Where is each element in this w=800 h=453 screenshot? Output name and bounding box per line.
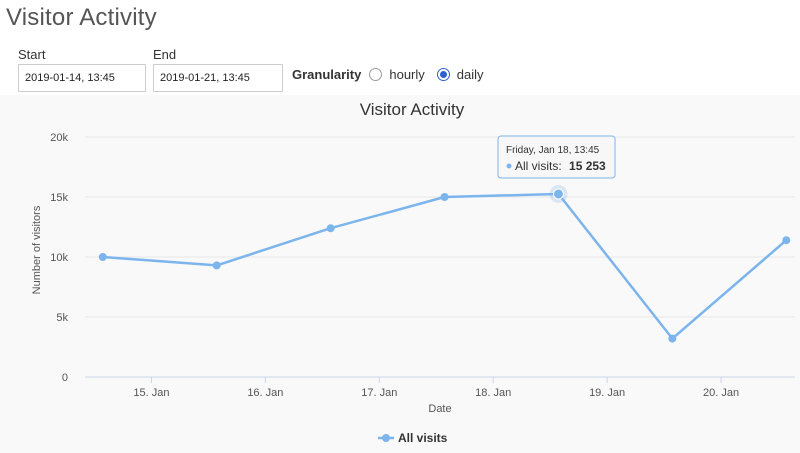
y-tick-label: 0	[62, 372, 68, 384]
data-point	[782, 236, 791, 245]
end-label: End	[153, 47, 177, 62]
y-tick-label: 10k	[50, 252, 68, 264]
hourly-radio-label[interactable]: hourly	[389, 66, 425, 82]
y-tick-label: 5k	[56, 312, 68, 324]
legend-item-all-visits[interactable]: All visits	[398, 431, 448, 445]
y-tick-label: 20k	[50, 132, 68, 144]
y-axis-label: Number of visitors	[31, 205, 43, 294]
data-point	[552, 188, 564, 200]
granularity-control: Granularity hourly daily	[292, 64, 496, 84]
data-point	[212, 261, 221, 270]
hourly-radio[interactable]	[369, 67, 383, 81]
x-tick-label: 19. Jan	[589, 387, 625, 399]
daily-radio[interactable]	[436, 67, 450, 81]
chart-tooltip: Friday, Jan 18, 13:45 All visits: 15 253	[497, 135, 616, 179]
x-axis-ticks: 15. Jan 16. Jan 17. Jan 18. Jan 19. Jan 20. J…	[133, 377, 739, 399]
start-date-input[interactable]	[18, 64, 146, 92]
tooltip-date: Friday, Jan 18, 13:45	[506, 145, 600, 156]
tooltip-series-dot	[506, 163, 512, 169]
data-point	[440, 193, 449, 201]
chart-legend[interactable]: All visits	[378, 431, 448, 445]
end-date-input[interactable]	[153, 64, 283, 92]
chart-grid	[85, 136, 795, 318]
x-tick-label: 16. Jan	[247, 387, 283, 399]
chart-title: Visitor Activity	[360, 100, 465, 119]
daily-radio-label[interactable]: daily	[456, 66, 484, 82]
tooltip-line: All visits: 15 253	[515, 159, 606, 173]
tooltip-value: 15 253	[569, 159, 606, 173]
x-tick-label: 15. Jan	[133, 387, 169, 399]
tooltip-box	[497, 135, 616, 179]
page-title: Visitor Activity	[6, 4, 157, 31]
granularity-label: Granularity	[292, 66, 362, 82]
y-axis-ticks: 0 5k 10k 15k 20k	[50, 132, 68, 384]
data-point	[668, 334, 677, 343]
data-point	[98, 253, 107, 261]
x-axis-label: Date	[428, 403, 451, 415]
x-tick-label: 17. Jan	[361, 387, 397, 399]
legend-marker	[382, 434, 390, 442]
chart-svg: Visitor Activity 0 5k 10k 15k 20k 15. Jan 16.…	[31, 100, 795, 445]
y-tick-label: 15k	[50, 192, 68, 204]
data-point	[326, 224, 335, 233]
x-tick-label: 20. Jan	[703, 387, 739, 399]
start-label: Start	[18, 47, 46, 62]
tooltip-series-label: All visits:	[515, 159, 562, 173]
series-points	[98, 188, 791, 343]
x-tick-label: 18. Jan	[475, 387, 511, 399]
visitor-activity-chart: Visitor Activity 0 5k 10k 15k 20k 15. Jan 16.…	[0, 95, 800, 453]
